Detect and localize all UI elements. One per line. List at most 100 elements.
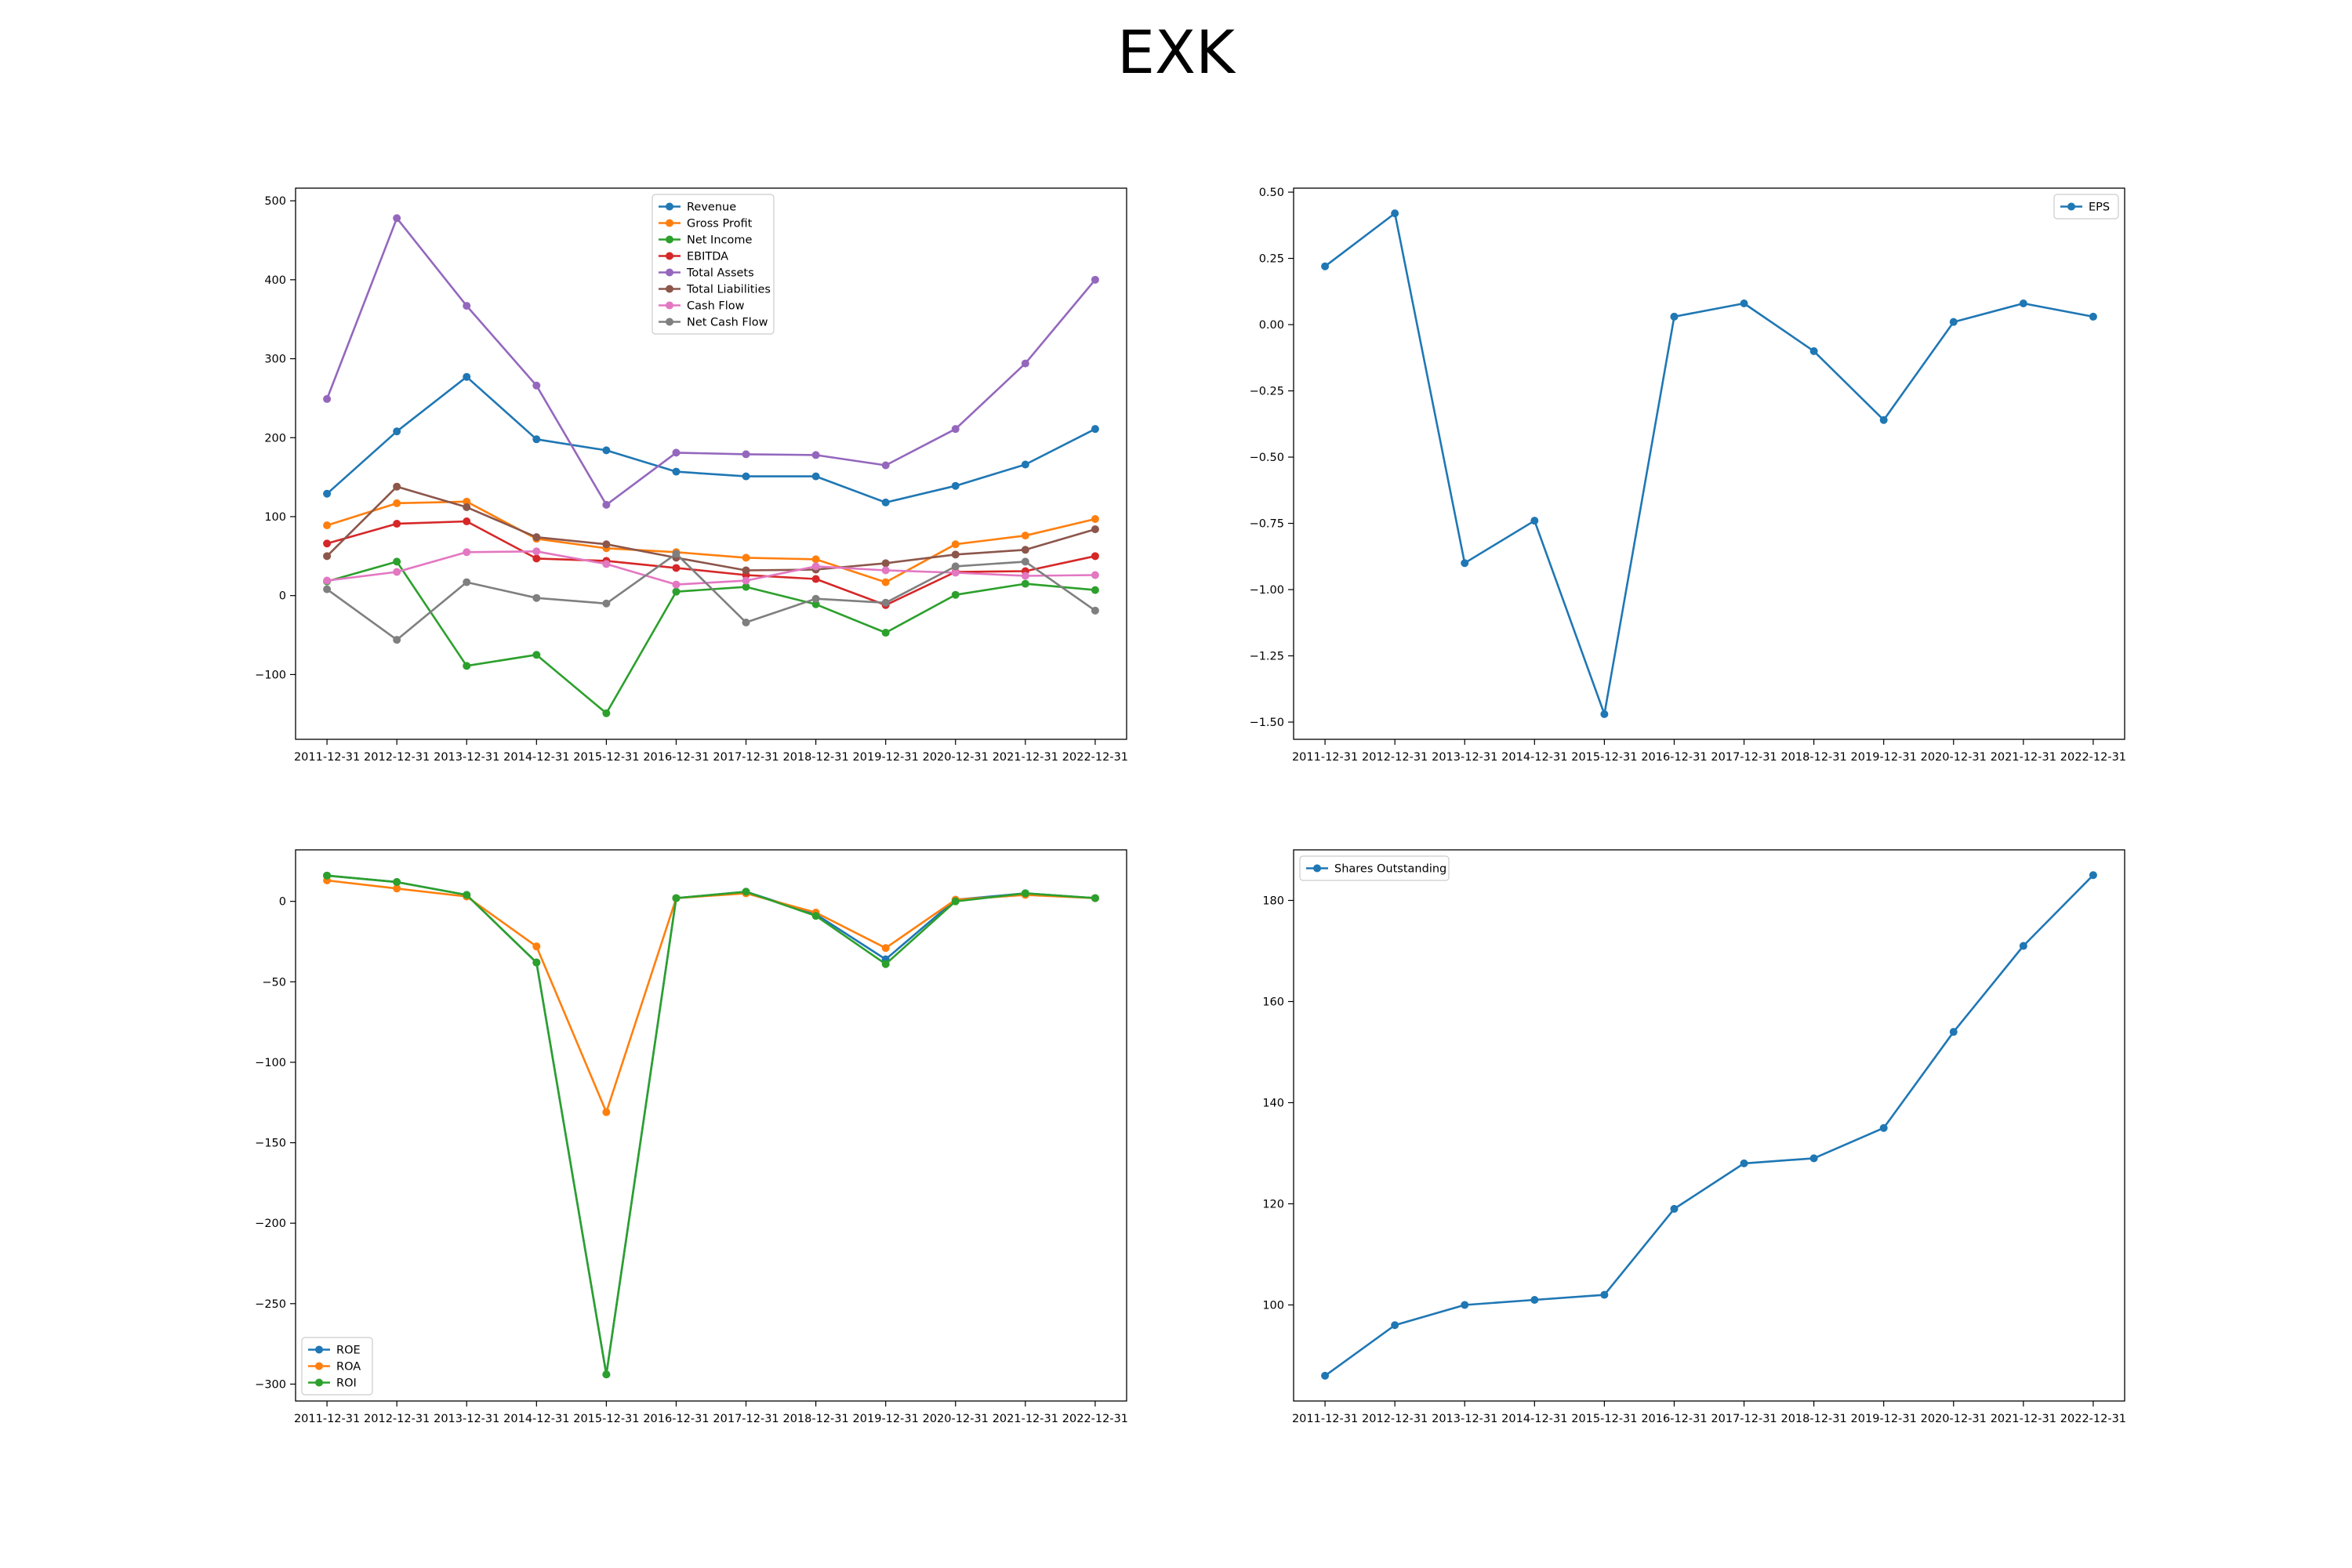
- data-point: [672, 580, 681, 589]
- y-tick-label: 0: [279, 896, 286, 909]
- data-point: [532, 547, 541, 556]
- x-tick-label: 2021-12-31: [993, 751, 1058, 764]
- data-point: [1530, 1296, 1539, 1305]
- data-point: [602, 446, 611, 455]
- legend-label: Cash Flow: [687, 300, 745, 313]
- series-line-net-cash-flow: [326, 552, 1096, 641]
- data-point: [323, 521, 332, 530]
- x-tick-label: 2017-12-31: [713, 1413, 779, 1425]
- y-tick-label: 140: [1262, 1097, 1284, 1109]
- data-point: [1021, 572, 1029, 580]
- y-tick-label: 300: [264, 354, 286, 366]
- data-point: [393, 884, 401, 893]
- x-tick-label: 2016-12-31: [1641, 751, 1707, 764]
- legend-label: EBITDA: [687, 251, 728, 263]
- legend-marker: [666, 202, 673, 211]
- legend-marker: [1313, 864, 1321, 873]
- legend: ROE ROA ROI: [301, 1337, 373, 1396]
- x-tick-label: 2012-12-31: [364, 1413, 430, 1425]
- data-point: [742, 554, 750, 562]
- x-tick-label: 2017-12-31: [713, 751, 779, 764]
- data-point: [1461, 559, 1469, 568]
- data-point: [393, 520, 401, 528]
- x-tick-label: 2016-12-31: [643, 1413, 709, 1425]
- y-tick-label: −0.50: [1250, 452, 1284, 464]
- x-tick-label: 2013-12-31: [1432, 1413, 1497, 1425]
- data-point: [323, 576, 332, 585]
- data-point: [1091, 425, 1099, 434]
- legend-label: Total Liabilities: [686, 284, 771, 296]
- y-tick-label: 100: [264, 511, 286, 524]
- x-tick-label: 2017-12-31: [1711, 1413, 1777, 1425]
- data-point: [1091, 586, 1099, 594]
- data-point: [1091, 894, 1099, 902]
- x-tick-label: 2013-12-31: [434, 751, 499, 764]
- legend-marker: [666, 268, 673, 277]
- y-tick-label: 120: [1262, 1198, 1284, 1210]
- legend-marker: [2067, 202, 2075, 211]
- legend-label: ROI: [336, 1377, 357, 1390]
- data-point: [1600, 1290, 1609, 1299]
- x-tick-label: 2013-12-31: [434, 1413, 499, 1425]
- axes-frame: [1293, 849, 2125, 1402]
- series-line-revenue: [326, 376, 1096, 504]
- data-point: [1021, 532, 1029, 540]
- y-tick-label: 0.25: [1259, 253, 1284, 266]
- data-point: [602, 599, 611, 608]
- data-point: [463, 578, 471, 586]
- data-point: [742, 576, 750, 585]
- series-line-total-liabilities: [326, 485, 1096, 572]
- x-tick-label: 2022-12-31: [2060, 751, 2126, 764]
- data-point: [811, 555, 820, 564]
- data-point: [1949, 318, 1958, 326]
- y-tick-label: −0.25: [1250, 386, 1284, 398]
- x-tick-label: 2020-12-31: [1921, 751, 1987, 764]
- data-point: [672, 467, 681, 476]
- data-point: [463, 548, 471, 557]
- x-tick-label: 2016-12-31: [643, 751, 709, 764]
- data-point: [393, 557, 401, 566]
- data-point: [951, 897, 960, 906]
- data-point: [672, 894, 681, 902]
- legend-marker: [666, 318, 673, 326]
- x-tick-label: 2019-12-31: [853, 751, 919, 764]
- data-point: [393, 499, 401, 507]
- data-point: [951, 562, 960, 571]
- data-point: [672, 564, 681, 572]
- axes-frame: [295, 849, 1127, 1402]
- series-line-shares-outstanding: [1324, 874, 2094, 1377]
- data-point: [1949, 1028, 1958, 1036]
- y-tick-label: −1.00: [1250, 584, 1284, 597]
- data-point: [463, 662, 471, 670]
- data-point: [463, 497, 471, 506]
- legend: Revenue Gross Profit Net Income EBITDA Total…: [652, 194, 775, 335]
- data-point: [1091, 275, 1099, 284]
- y-tick-label: −50: [262, 976, 286, 989]
- data-point: [951, 590, 960, 599]
- data-point: [323, 394, 332, 403]
- series-line-total-assets: [325, 216, 1096, 506]
- x-tick-label: 2020-12-31: [923, 751, 989, 764]
- y-tick-label: 400: [264, 274, 286, 287]
- x-tick-label: 2013-12-31: [1432, 751, 1497, 764]
- data-point: [672, 448, 681, 457]
- data-point: [2019, 299, 2027, 308]
- data-point: [1091, 552, 1099, 561]
- chart-shares-outstanding: 2011-12-31 2012-12-31 2013-12-31 2014-12-31…: [1262, 849, 2126, 1425]
- data-point: [742, 566, 750, 575]
- data-point: [1879, 1123, 1888, 1132]
- data-point: [463, 891, 471, 899]
- y-tick-label: 160: [1262, 996, 1284, 1008]
- y-tick-label: −250: [255, 1298, 286, 1311]
- data-point: [881, 578, 890, 586]
- x-tick-label: 2015-12-31: [573, 751, 639, 764]
- data-point: [881, 960, 890, 968]
- data-point: [1879, 416, 1888, 424]
- data-point: [463, 503, 471, 511]
- x-tick-label: 2012-12-31: [1362, 1413, 1428, 1425]
- x-tick-label: 2021-12-31: [993, 1413, 1058, 1425]
- data-point: [1321, 1371, 1330, 1380]
- data-point: [2089, 871, 2097, 880]
- data-point: [602, 560, 611, 568]
- data-point: [881, 461, 890, 470]
